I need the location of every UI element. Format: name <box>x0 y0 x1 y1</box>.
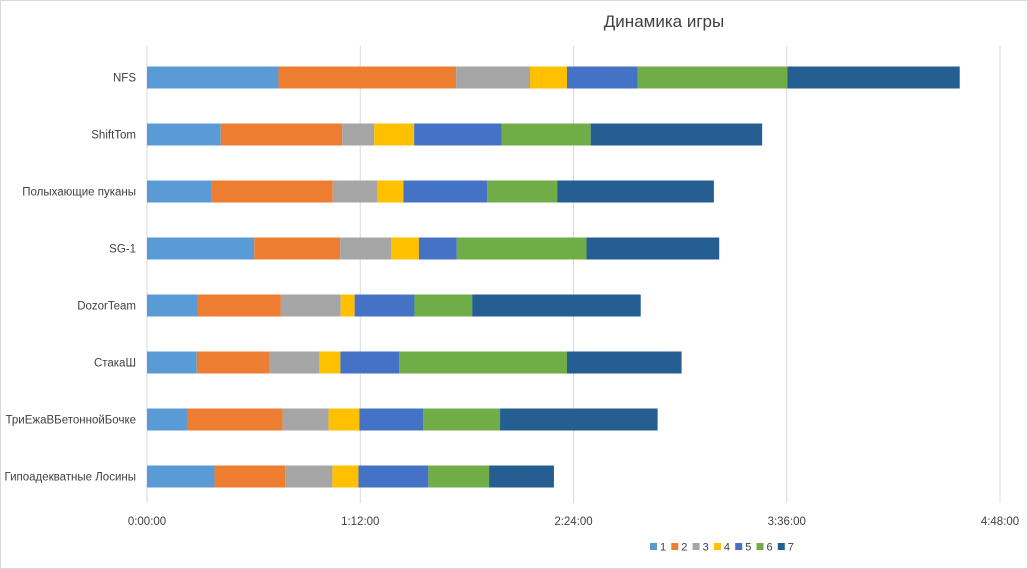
bar-segment-4 <box>332 465 359 488</box>
legend-swatch-3 <box>692 543 700 550</box>
legend-label: 5 <box>745 542 751 554</box>
legend-swatch-5 <box>735 543 743 550</box>
bar-segment-2 <box>220 123 343 146</box>
legend-label: 6 <box>767 542 773 554</box>
bar-segment-2 <box>211 180 333 203</box>
bar-segment-4 <box>319 351 341 374</box>
bar-segment-6 <box>501 123 591 146</box>
legend-label: 1 <box>660 542 666 554</box>
bar-segment-7 <box>590 123 763 146</box>
bar-segment-1 <box>147 294 198 317</box>
bar-segment-6 <box>399 351 567 374</box>
bar-segment-7 <box>500 408 658 431</box>
bar-segment-4 <box>391 237 419 260</box>
x-tick-label: 0:00:00 <box>128 516 166 528</box>
bar-segment-4 <box>328 408 360 431</box>
bar-segment-7 <box>557 180 714 203</box>
bar-segment-5 <box>359 408 424 431</box>
x-tick-labels: 0:00:00 1:12:00 2:24:00 3:36:00 4:48:00 <box>128 516 1019 528</box>
bar-segment-5 <box>358 465 429 488</box>
bar-segment-3 <box>282 408 329 431</box>
bar-segment-4 <box>374 123 415 146</box>
bar-segment-2 <box>214 465 286 488</box>
bar-segment-1 <box>147 237 255 260</box>
x-tick-label: 1:12:00 <box>341 516 379 528</box>
bar-segment-1 <box>147 123 221 146</box>
legend-label: 7 <box>788 542 794 554</box>
bar-segment-3 <box>269 351 320 374</box>
category-label: NFS <box>113 73 136 85</box>
bar-segment-2 <box>254 237 341 260</box>
category-label: Гипоадекватные Лосины <box>5 472 137 484</box>
bar-segment-6 <box>423 408 501 431</box>
category-label: СтакаШ <box>94 358 136 370</box>
bar-segment-4 <box>340 294 355 317</box>
gridlines <box>146 46 1001 503</box>
legend-label: 2 <box>681 542 687 554</box>
bar-segment-4 <box>529 66 567 89</box>
bar-segment-3 <box>280 294 341 317</box>
bar-segment-7 <box>472 294 641 317</box>
bar-segment-5 <box>403 180 488 203</box>
category-label: ТриЕжаВБетоннойБочке <box>6 415 136 427</box>
bar-segment-2 <box>197 294 281 317</box>
bar-segment-3 <box>285 465 333 488</box>
bar-segment-5 <box>414 123 502 146</box>
category-labels: NFS ShiftTom Полыхающие пуканы SG-1 DozorTea… <box>5 73 137 484</box>
bar-segment-6 <box>637 66 788 89</box>
legend-swatch-1 <box>650 543 657 550</box>
bar-segment-3 <box>456 66 530 89</box>
bar-segment-5 <box>354 294 415 317</box>
bar-segment-3 <box>342 123 375 146</box>
bars <box>147 66 960 488</box>
x-tick-label: 2:24:00 <box>554 516 592 528</box>
bar-segment-6 <box>428 465 490 488</box>
bar-segment-7 <box>489 465 554 488</box>
bar-segment-1 <box>147 180 212 203</box>
bar-segment-6 <box>487 180 558 203</box>
bar-segment-2 <box>278 66 457 89</box>
bar-segment-4 <box>377 180 404 203</box>
x-tick-label: 4:48:00 <box>981 516 1019 528</box>
legend-swatch-6 <box>756 543 764 550</box>
category-label: SG-1 <box>109 244 136 256</box>
legend-label: 4 <box>724 542 730 554</box>
bar-segment-7 <box>787 66 960 89</box>
category-label: Полыхающие пуканы <box>22 187 136 199</box>
bar-segment-6 <box>456 237 587 260</box>
bar-segment-5 <box>340 351 400 374</box>
bar-segment-1 <box>147 351 197 374</box>
legend-swatch-2 <box>671 543 679 550</box>
bar-segment-7 <box>586 237 720 260</box>
legend-label: 3 <box>703 542 709 554</box>
legend-swatch-7 <box>777 543 785 550</box>
legend: 1 2 3 4 5 6 7 <box>650 542 794 554</box>
bar-segment-3 <box>332 180 378 203</box>
chart-title: Динамика игры <box>603 12 725 31</box>
x-tick-label: 3:36:00 <box>768 516 806 528</box>
bar-segment-6 <box>414 294 473 317</box>
legend-swatch-4 <box>713 543 721 550</box>
bar-segment-3 <box>340 237 392 260</box>
bar-segment-5 <box>418 237 457 260</box>
bar-segment-2 <box>196 351 270 374</box>
bar-segment-7 <box>566 351 682 374</box>
bar-segment-1 <box>147 408 187 431</box>
bar-segment-1 <box>147 465 215 488</box>
bar-segment-5 <box>566 66 638 89</box>
category-label: ShiftTom <box>91 130 136 142</box>
bar-segment-2 <box>186 408 283 431</box>
category-label: DozorTeam <box>77 301 136 313</box>
bar-segment-1 <box>147 66 279 89</box>
